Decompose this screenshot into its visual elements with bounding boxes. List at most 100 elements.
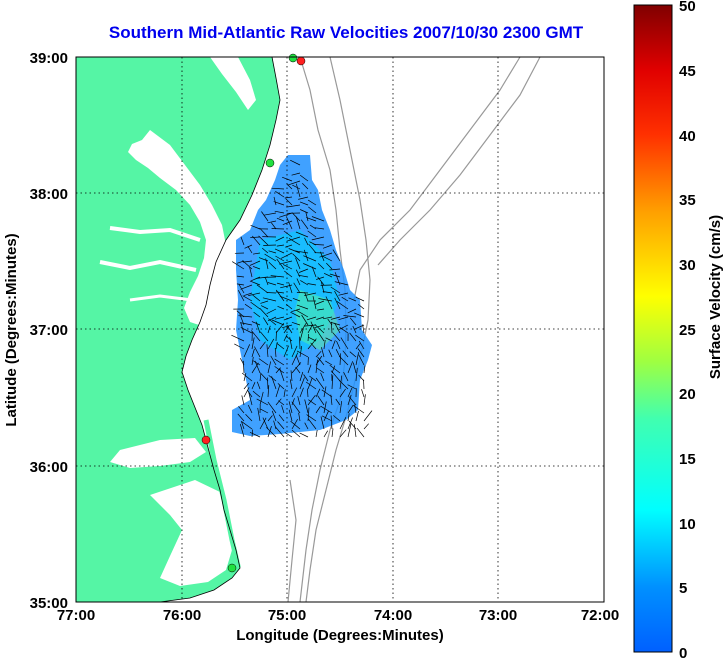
velocity-arrow <box>329 268 341 271</box>
velocity-arrow <box>281 324 293 329</box>
velocity-arrow <box>287 180 301 186</box>
velocity-arrow <box>255 321 261 334</box>
velocity-arrow <box>279 295 293 302</box>
velocity-arrow <box>331 322 341 326</box>
colorbar-tick-label: 50 <box>679 0 696 15</box>
velocity-arrow <box>283 345 289 358</box>
velocity-arrow <box>314 227 325 230</box>
velocity-arrow <box>349 317 357 326</box>
velocity-arrow <box>288 248 301 254</box>
velocity-arrow <box>280 284 293 289</box>
velocity-arrow <box>347 423 352 438</box>
velocity-arrow <box>268 262 277 270</box>
velocity-arrow <box>315 429 318 438</box>
velocity-arrow <box>299 201 309 206</box>
velocity-arrow <box>326 262 333 270</box>
y-tick-label: 39:00 <box>30 50 68 67</box>
colorbar-tick-label: 5 <box>679 580 687 597</box>
velocity-arrow <box>349 332 357 342</box>
velocity-arrow <box>237 290 245 302</box>
velocity-arrow <box>328 349 333 358</box>
velocity-arrow <box>259 373 262 382</box>
velocity-arrow <box>288 409 293 422</box>
velocity-arrow <box>322 291 333 294</box>
x-ticks: 77:00 76:00 75:00 74:00 73:00 72:00 <box>57 607 619 624</box>
velocity-arrow <box>250 224 261 230</box>
velocity-arrow <box>303 374 309 382</box>
velocity-arrow <box>347 394 352 406</box>
velocity-arrow <box>295 355 301 366</box>
velocity-arrow <box>266 344 269 358</box>
velocity-arrow <box>252 294 261 302</box>
colorbar-tick-label: 20 <box>679 386 696 403</box>
velocity-arrow <box>250 236 261 238</box>
station-marker <box>201 435 211 445</box>
velocity-arrow <box>254 360 261 374</box>
velocity-arrow <box>247 404 253 414</box>
velocity-arrow <box>354 312 365 318</box>
velocity-arrow <box>262 417 269 430</box>
velocity-arrow <box>352 362 357 374</box>
velocity-arrow <box>260 300 269 304</box>
velocity-arrow <box>331 340 336 350</box>
delaware-bay <box>210 57 256 110</box>
velocity-arrow <box>274 248 285 254</box>
velocity-arrow <box>256 284 269 294</box>
station-marker <box>288 53 298 63</box>
velocity-arrow <box>265 258 269 270</box>
x-tick-label: 76:00 <box>163 607 201 624</box>
velocity-arrow <box>339 417 347 430</box>
velocity-arrow <box>248 391 253 406</box>
velocity-arrow <box>307 338 317 350</box>
velocity-arrow <box>248 292 261 296</box>
velocity-arrow <box>307 377 313 390</box>
velocity-arrow <box>238 406 245 414</box>
velocity-arrow <box>260 305 269 310</box>
velocity-arrow <box>363 379 365 390</box>
velocity-arrow <box>289 379 293 390</box>
velocity-arrow <box>315 388 321 398</box>
velocity-arrow <box>249 431 261 438</box>
velocity-arrow <box>321 389 333 398</box>
velocity-arrow <box>331 375 334 390</box>
velocity-arrow <box>241 421 245 430</box>
velocity-arrow <box>291 308 301 313</box>
velocity-arrow <box>253 311 261 318</box>
velocity-arrow <box>238 284 245 294</box>
velocity-arrow <box>299 377 305 390</box>
velocity-arrow <box>256 381 261 390</box>
velocity-arrow <box>313 244 325 246</box>
velocity-arrow <box>290 311 301 318</box>
velocity-arrow <box>276 244 285 247</box>
velocity-arrow <box>267 361 272 374</box>
velocity-arrow <box>253 252 261 255</box>
velocity-arrow <box>307 418 317 430</box>
velocity-arrow <box>280 252 293 259</box>
velocity-arrow <box>251 348 255 358</box>
velocity-arrow <box>267 316 277 322</box>
velocity-arrow <box>252 266 261 270</box>
velocity-arrow <box>290 420 301 430</box>
velocity-arrow <box>295 216 301 230</box>
velocity-arrow <box>325 337 333 342</box>
velocity-arrow <box>273 201 285 206</box>
velocity-arrow <box>286 324 293 334</box>
velocity-arrow <box>332 332 341 342</box>
velocity-arrow <box>347 361 354 374</box>
velocity-arrow <box>286 204 301 208</box>
plot-frame <box>75 56 605 603</box>
velocity-arrow <box>296 278 301 286</box>
velocity-arrow <box>291 398 295 406</box>
velocity-arrow <box>315 300 325 305</box>
velocity-arrow <box>242 295 253 302</box>
velocity-arrow <box>338 380 349 390</box>
velocity-arrow <box>275 236 285 242</box>
velocity-arrow <box>338 316 349 321</box>
velocity-arrow <box>284 432 293 438</box>
velocity-arrow <box>347 404 354 414</box>
velocity-arrow <box>237 413 245 422</box>
velocity-arrow <box>323 401 327 414</box>
velocity-arrow <box>290 370 293 382</box>
velocity-arrow <box>295 366 301 374</box>
velocity-arrow <box>330 321 333 334</box>
